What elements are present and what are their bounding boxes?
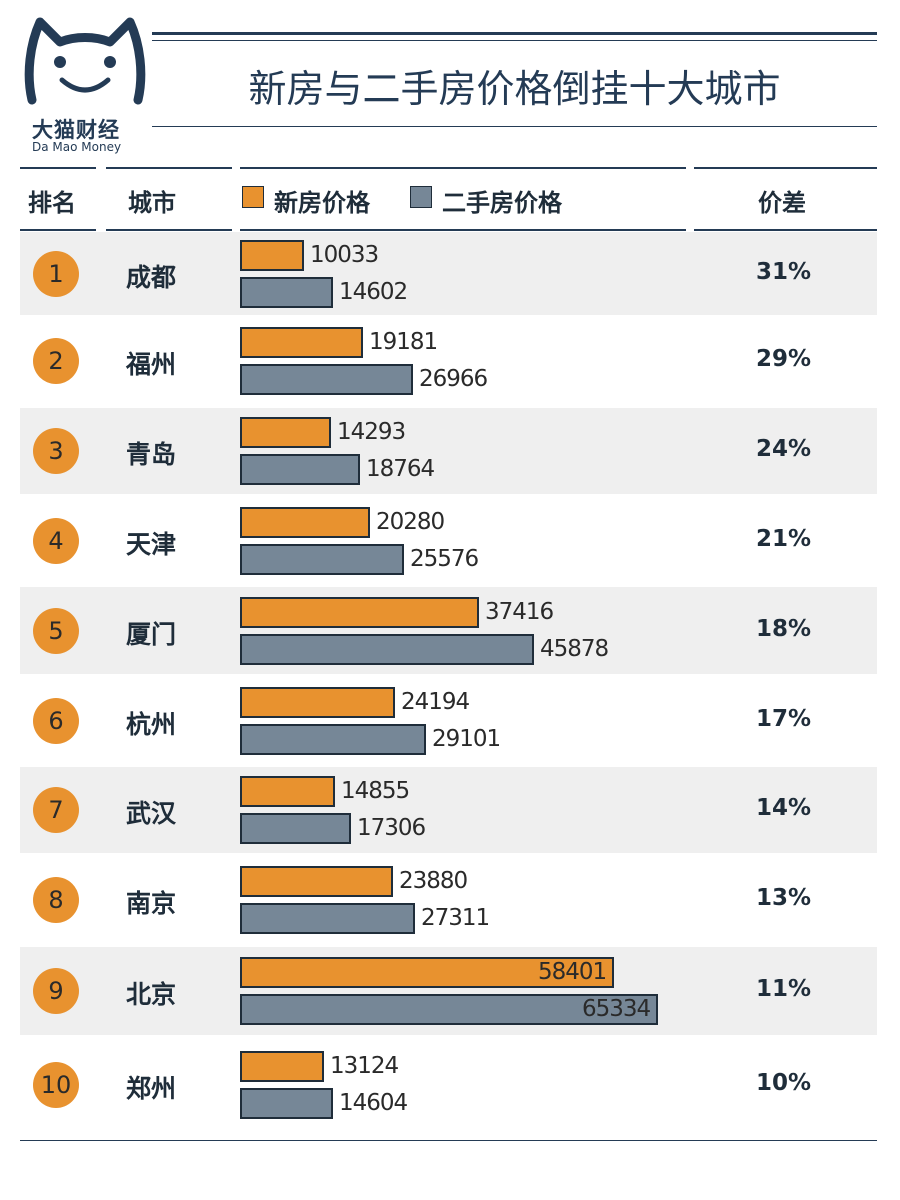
legend-label-new: 新房价格 bbox=[274, 189, 370, 217]
value-label-new: 58401 bbox=[538, 959, 607, 985]
table-row bbox=[20, 232, 877, 315]
price-difference: 10% bbox=[756, 1069, 812, 1096]
header-diff: 价差 bbox=[758, 189, 806, 217]
city-label: 福州 bbox=[126, 350, 177, 379]
rank-badge: 2 bbox=[33, 338, 79, 384]
value-label-resale: 65334 bbox=[582, 996, 651, 1022]
rank-badge: 8 bbox=[33, 877, 79, 923]
city-label: 厦门 bbox=[126, 619, 177, 649]
bar-resale-price bbox=[240, 723, 426, 755]
header-city: 城市 bbox=[128, 189, 176, 217]
bar-new-price bbox=[240, 957, 614, 988]
price-difference: 11% bbox=[756, 976, 812, 1002]
bar-resale-price bbox=[240, 903, 415, 934]
table-row bbox=[20, 408, 877, 494]
header-rank: 排名 bbox=[28, 189, 76, 217]
value-label-new: 10033 bbox=[310, 241, 379, 268]
rank-badge: 6 bbox=[33, 697, 79, 744]
bar-new-price bbox=[240, 327, 363, 358]
value-label-new: 20280 bbox=[376, 508, 445, 535]
bar-new-price bbox=[240, 596, 479, 628]
bar-new-price bbox=[240, 417, 331, 448]
bar-new-price bbox=[240, 239, 304, 271]
value-label-resale: 17306 bbox=[357, 815, 426, 841]
rank-badge: 4 bbox=[33, 517, 79, 564]
value-label-new: 14855 bbox=[341, 778, 410, 804]
value-label-resale: 18764 bbox=[366, 456, 435, 482]
bar-resale-price bbox=[240, 543, 404, 575]
header-rule-chart-bottom bbox=[240, 229, 686, 231]
city-label: 南京 bbox=[126, 889, 177, 918]
logo-text-en: Da Mao Money bbox=[32, 140, 122, 154]
city-label: 成都 bbox=[126, 262, 177, 292]
price-difference: 18% bbox=[756, 615, 812, 642]
rank-badge: 7 bbox=[33, 787, 79, 833]
header-rule-city-bottom bbox=[106, 229, 232, 231]
header-rule-diff bbox=[694, 167, 877, 169]
bar-resale-price bbox=[240, 276, 333, 308]
city-label: 青岛 bbox=[126, 440, 177, 469]
value-label-resale: 45878 bbox=[540, 635, 609, 662]
price-difference: 21% bbox=[756, 525, 812, 552]
brand-logo: 大猫财经 Da Mao Money bbox=[14, 14, 154, 154]
page-title: 新房与二手房价格倒挂十大城市 bbox=[248, 67, 781, 111]
value-label-new: 14293 bbox=[337, 419, 406, 445]
legend-swatch-old bbox=[410, 186, 432, 208]
value-label-new: 24194 bbox=[401, 688, 470, 715]
bar-new-price bbox=[240, 686, 395, 718]
value-label-resale: 29101 bbox=[432, 725, 501, 752]
price-difference: 29% bbox=[756, 346, 812, 372]
city-label: 郑州 bbox=[126, 1073, 177, 1103]
bar-new-price bbox=[240, 866, 393, 897]
rank-badge: 1 bbox=[33, 250, 79, 297]
bar-resale-price bbox=[240, 364, 413, 395]
bottom-rule bbox=[20, 1140, 877, 1141]
bar-resale-price bbox=[240, 1087, 333, 1119]
city-label: 武汉 bbox=[126, 799, 177, 828]
price-difference: 24% bbox=[756, 436, 812, 462]
price-difference: 14% bbox=[756, 795, 812, 821]
value-label-resale: 14602 bbox=[339, 278, 408, 305]
bar-resale-price bbox=[240, 813, 351, 844]
price-difference: 17% bbox=[756, 705, 812, 732]
bar-resale-price bbox=[240, 454, 360, 485]
value-label-resale: 25576 bbox=[410, 545, 479, 572]
cat-face-icon bbox=[24, 17, 146, 105]
header-rule-diff-bottom bbox=[694, 229, 877, 231]
logo-text-cn: 大猫财经 bbox=[32, 118, 120, 142]
city-label: 杭州 bbox=[126, 709, 177, 739]
value-label-new: 13124 bbox=[330, 1052, 399, 1079]
legend-swatch-new bbox=[242, 186, 264, 208]
bar-new-price bbox=[240, 776, 335, 807]
price-difference: 31% bbox=[756, 258, 812, 285]
rank-badge: 3 bbox=[33, 428, 79, 474]
header-rule-rank bbox=[20, 167, 96, 169]
bar-new-price bbox=[240, 506, 370, 538]
title-top-rule bbox=[152, 32, 877, 35]
bar-new-price bbox=[240, 1050, 324, 1082]
city-label: 北京 bbox=[126, 980, 177, 1009]
header-rule-city bbox=[106, 167, 232, 169]
price-difference: 13% bbox=[756, 885, 812, 911]
value-label-new: 19181 bbox=[369, 329, 438, 355]
rank-badge: 5 bbox=[33, 607, 79, 654]
value-label-new: 37416 bbox=[485, 598, 554, 625]
header-rule-chart bbox=[240, 167, 686, 169]
value-label-new: 23880 bbox=[399, 868, 468, 894]
value-label-resale: 27311 bbox=[421, 905, 490, 931]
value-label-resale: 14604 bbox=[339, 1089, 408, 1116]
value-label-resale: 26966 bbox=[419, 366, 488, 392]
legend-label-old: 二手房价格 bbox=[442, 189, 562, 217]
title-bottom-rule bbox=[152, 126, 877, 127]
bar-resale-price bbox=[240, 994, 658, 1025]
bar-resale-price bbox=[240, 633, 534, 665]
header-rule-rank-bottom bbox=[20, 229, 96, 231]
city-label: 天津 bbox=[126, 529, 177, 559]
rank-badge: 9 bbox=[33, 968, 79, 1014]
table-row bbox=[20, 767, 877, 853]
rank-badge: 10 bbox=[33, 1061, 79, 1108]
title-top-rule-thin bbox=[152, 40, 877, 41]
